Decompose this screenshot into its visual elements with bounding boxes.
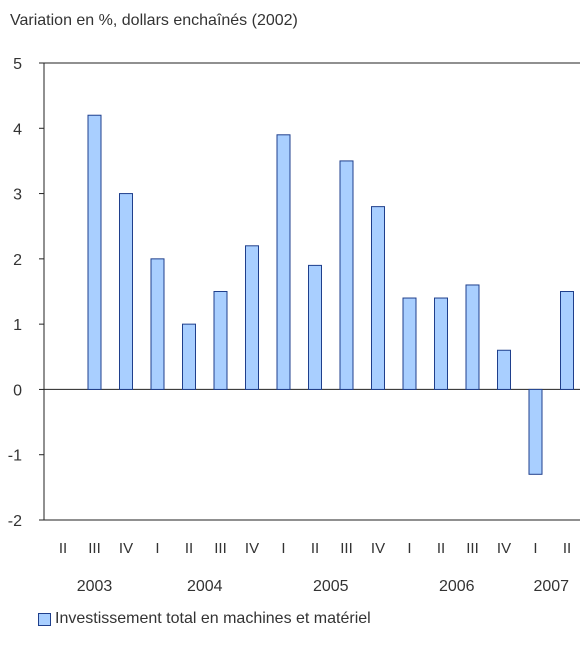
x-tick-label: I xyxy=(281,540,285,557)
x-tick-label: IV xyxy=(371,540,385,557)
x-tick-label: II xyxy=(59,540,67,557)
x-tick-label: III xyxy=(340,540,353,557)
legend-swatch xyxy=(38,612,51,626)
bar xyxy=(150,258,165,390)
bar xyxy=(528,388,543,475)
x-tick-label: III xyxy=(466,540,479,557)
y-tick-label: 3 xyxy=(13,187,22,204)
bar xyxy=(560,291,574,390)
bar xyxy=(245,245,259,390)
bar xyxy=(276,134,291,390)
bar xyxy=(339,160,354,390)
legend: Investissement total en machines et maté… xyxy=(38,610,371,628)
x-tick-label: IV xyxy=(119,540,133,557)
x-tick-label: I xyxy=(407,540,411,557)
year-label: 2003 xyxy=(77,578,113,595)
y-tick-label: 4 xyxy=(13,121,22,138)
bar xyxy=(119,193,133,390)
bar xyxy=(434,297,448,390)
bar xyxy=(87,114,102,390)
x-tick-label: III xyxy=(214,540,227,557)
bar xyxy=(371,206,385,390)
x-tick-label: IV xyxy=(245,540,259,557)
y-tick-label: -1 xyxy=(8,448,22,465)
plot-frame xyxy=(43,62,580,521)
x-tick-label: II xyxy=(437,540,445,557)
bar xyxy=(213,291,228,390)
y-tick-label: 2 xyxy=(13,252,22,269)
bar xyxy=(182,323,196,390)
x-tick-label: III xyxy=(88,540,101,557)
bar xyxy=(497,349,511,390)
y-tick-label: 1 xyxy=(13,317,22,334)
y-tick-label: 0 xyxy=(13,382,22,399)
x-tick-label: II xyxy=(311,540,319,557)
year-label: 2005 xyxy=(313,578,349,595)
bar xyxy=(465,284,480,390)
legend-label: Investissement total en machines et maté… xyxy=(55,610,371,627)
x-tick-label: IV xyxy=(497,540,511,557)
bar xyxy=(402,297,417,390)
bar xyxy=(308,264,322,390)
y-tick-label: -2 xyxy=(8,513,22,530)
x-tick-label: II xyxy=(185,540,193,557)
year-label: 2004 xyxy=(187,578,223,595)
y-axis-title: Variation en %, dollars enchaînés (2002) xyxy=(10,12,298,29)
x-tick-label: II xyxy=(563,540,571,557)
year-label: 2007 xyxy=(533,578,569,595)
year-label: 2006 xyxy=(439,578,475,595)
y-tick-label: 5 xyxy=(13,56,22,73)
x-tick-label: I xyxy=(155,540,159,557)
x-tick-label: I xyxy=(533,540,537,557)
